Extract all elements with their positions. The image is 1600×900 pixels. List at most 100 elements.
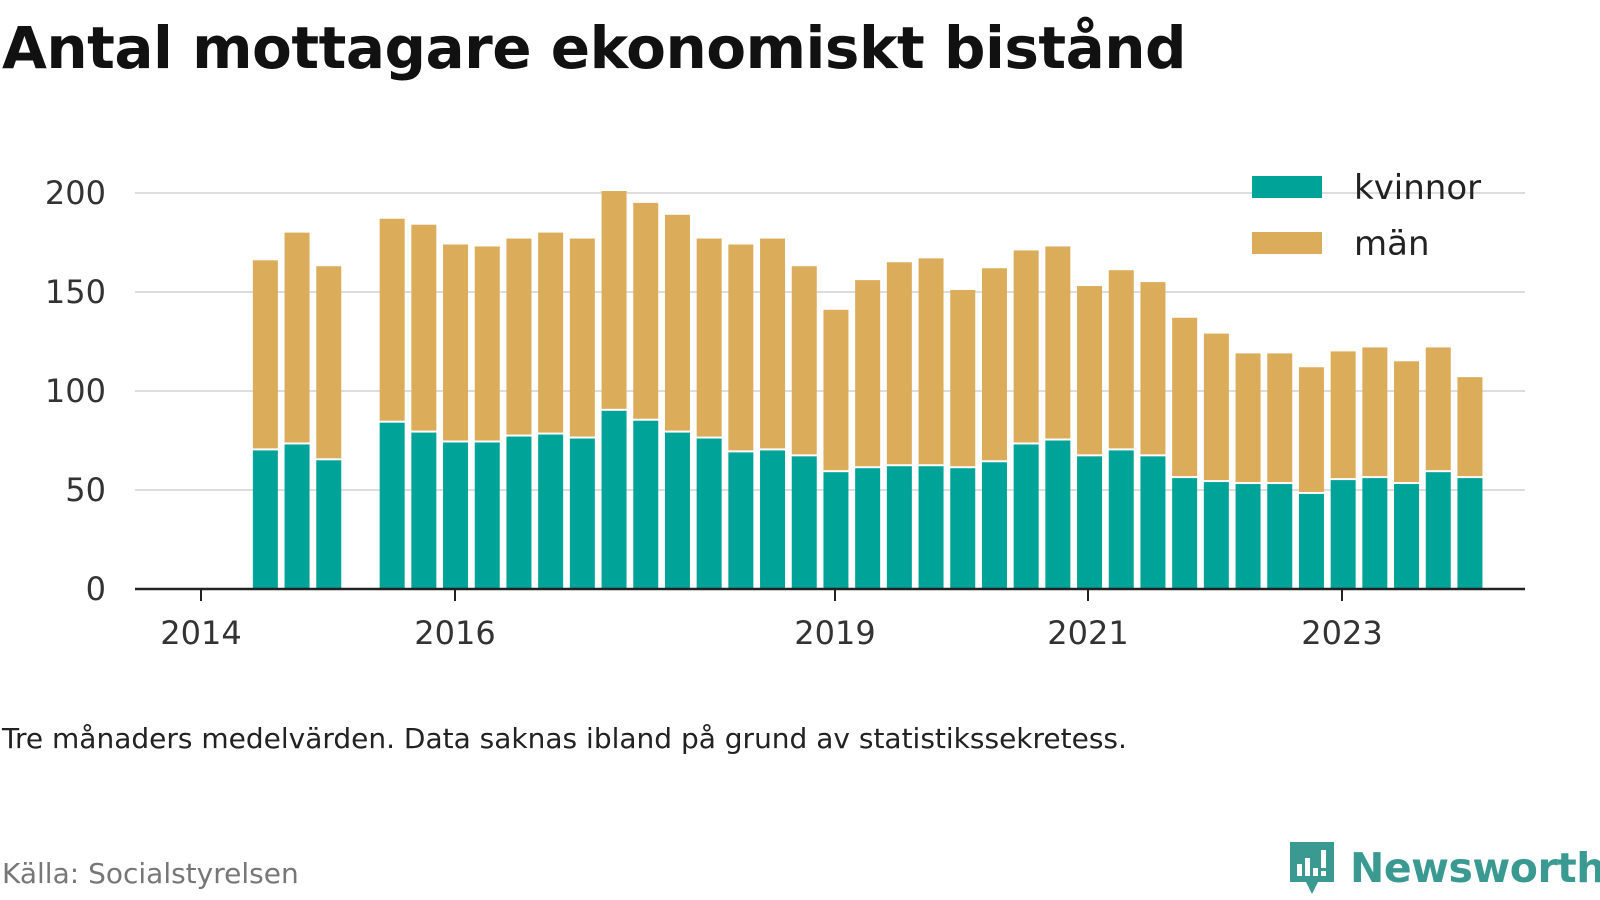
y-tick-label: 200 — [45, 174, 106, 212]
y-tick-label: 50 — [65, 471, 106, 509]
bar-kvinnor — [981, 462, 1007, 589]
bar-kvinnor — [1394, 484, 1420, 589]
bar-kvinnor — [1330, 480, 1356, 589]
legend-label-kvinnor: kvinnor — [1354, 168, 1481, 208]
x-axis: 2014 2016 2019 2021 2023 — [135, 587, 1525, 652]
bar-man — [1362, 347, 1388, 477]
bar-kvinnor — [728, 452, 754, 589]
y-axis-ticks: 0 50 100 150 200 — [45, 174, 106, 608]
bar-man — [316, 266, 342, 459]
bar-kvinnor — [538, 434, 564, 589]
bar-kvinnor — [1425, 472, 1451, 589]
bar-man — [633, 202, 659, 419]
x-tick-label: 2023 — [1301, 614, 1382, 652]
x-tick-label: 2014 — [160, 614, 241, 652]
newsworthy-logo-icon — [1290, 842, 1334, 894]
legend-label-man: män — [1354, 224, 1430, 264]
legend-swatch-man — [1252, 232, 1322, 254]
bar-kvinnor — [1013, 444, 1039, 589]
bar-man — [538, 232, 564, 433]
bar-man — [379, 218, 405, 421]
bar-kvinnor — [1045, 440, 1071, 589]
bar-man — [981, 268, 1007, 461]
bar-man — [823, 309, 849, 471]
bar-man — [1108, 270, 1134, 449]
y-tick-label: 0 — [86, 570, 106, 608]
bar-kvinnor — [601, 410, 627, 589]
legend-swatch-kvinnor — [1252, 176, 1322, 198]
y-tick-label: 150 — [45, 273, 106, 311]
bar-man — [918, 258, 944, 465]
bar-man — [1203, 333, 1229, 481]
bar-man — [1140, 282, 1166, 455]
bar-man — [696, 238, 722, 437]
bar-kvinnor — [664, 432, 690, 589]
bar-kvinnor — [1077, 456, 1103, 589]
bar-kvinnor — [918, 466, 944, 589]
bar-kvinnor — [506, 436, 532, 589]
bar-man — [1330, 351, 1356, 479]
bar-man — [443, 244, 469, 441]
bar-man — [1457, 377, 1483, 477]
legend: kvinnor män — [1252, 168, 1481, 264]
bar-man — [1013, 250, 1039, 443]
bar-man — [601, 191, 627, 409]
bar-man — [791, 266, 817, 455]
bar-kvinnor — [569, 438, 595, 589]
bar-kvinnor — [474, 442, 500, 589]
bar-kvinnor — [252, 450, 278, 589]
bar-man — [664, 214, 690, 431]
source-label: Källa: Socialstyrelsen — [2, 857, 299, 890]
bar-man — [760, 238, 786, 449]
bar-kvinnor — [1203, 482, 1229, 589]
bar-man — [950, 290, 976, 467]
bar-man — [474, 246, 500, 441]
bar-kvinnor — [791, 456, 817, 589]
chart-note: Tre månaders medelvärden. Data saknas ib… — [2, 722, 1127, 755]
bar-man — [1267, 353, 1293, 483]
bar-kvinnor — [696, 438, 722, 589]
bar-kvinnor — [823, 472, 849, 589]
brand-logo: Newsworthy — [1288, 840, 1600, 896]
bar-man — [252, 260, 278, 449]
bar-man — [1172, 317, 1198, 477]
bar-kvinnor — [1298, 493, 1324, 589]
bars — [252, 191, 1483, 589]
bar-man — [1394, 361, 1420, 483]
x-tick-label: 2019 — [794, 614, 875, 652]
bar-kvinnor — [1457, 478, 1483, 589]
bar-kvinnor — [1140, 456, 1166, 589]
x-tick-label: 2016 — [414, 614, 495, 652]
bar-man — [569, 238, 595, 437]
bar-man — [886, 262, 912, 465]
y-tick-label: 100 — [45, 372, 106, 410]
bar-kvinnor — [1108, 450, 1134, 589]
bar-kvinnor — [633, 420, 659, 589]
stacked-bar-chart: 0 50 100 150 200 2014 2016 2019 2021 2023 kvinno… — [45, 168, 1525, 652]
bar-man — [284, 232, 310, 443]
bar-kvinnor — [443, 442, 469, 589]
bar-man — [1235, 353, 1261, 483]
bar-kvinnor — [760, 450, 786, 589]
bar-kvinnor — [411, 432, 437, 589]
bar-man — [1045, 246, 1071, 439]
brand-name: Newsworthy — [1350, 844, 1600, 892]
chart-title: Antal mottagare ekonomiskt bistånd — [2, 14, 1187, 82]
bar-man — [411, 224, 437, 431]
bar-kvinnor — [950, 468, 976, 589]
bar-kvinnor — [1172, 478, 1198, 589]
bar-kvinnor — [1235, 484, 1261, 589]
x-tick-label: 2021 — [1047, 614, 1128, 652]
bar-man — [1077, 286, 1103, 455]
bar-man — [728, 244, 754, 451]
bar-kvinnor — [1362, 478, 1388, 589]
bar-man — [506, 238, 532, 435]
bar-kvinnor — [855, 468, 881, 589]
bar-kvinnor — [316, 460, 342, 589]
bar-man — [855, 280, 881, 467]
bar-kvinnor — [379, 422, 405, 589]
bar-kvinnor — [284, 444, 310, 589]
bar-man — [1425, 347, 1451, 471]
bar-kvinnor — [886, 466, 912, 589]
bar-man — [1298, 367, 1324, 492]
